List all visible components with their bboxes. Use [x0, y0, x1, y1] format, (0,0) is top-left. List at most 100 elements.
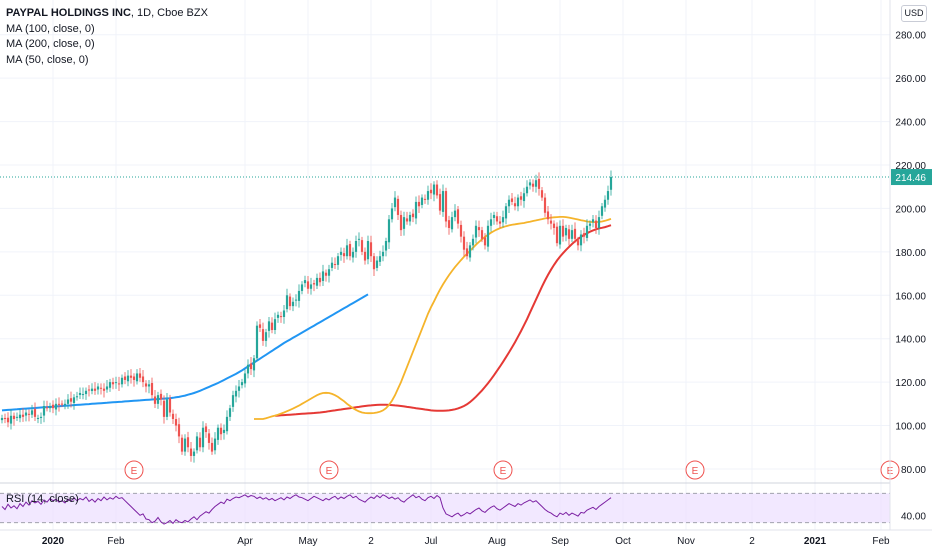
- ma200-line: [1, 293, 369, 412]
- candle-body: [609, 177, 613, 190]
- candle-body: [459, 224, 463, 237]
- candle: [588, 220, 592, 230]
- candle: [216, 424, 220, 445]
- ma50-legend[interactable]: MA (50, close, 0): [6, 53, 89, 66]
- candle: [264, 328, 268, 347]
- candle-body: [399, 214, 403, 231]
- candle: [273, 312, 277, 335]
- candle: [363, 247, 367, 265]
- time-tick-label: Feb: [107, 536, 125, 547]
- candle: [549, 214, 553, 230]
- candle: [294, 294, 298, 307]
- candle: [471, 234, 475, 251]
- candle: [333, 257, 337, 270]
- price-tick-label: 260.00: [895, 74, 926, 85]
- candle: [606, 185, 610, 205]
- candle: [42, 400, 46, 423]
- candle-body: [270, 322, 274, 331]
- candle: [3, 413, 7, 424]
- candle-body: [285, 295, 289, 310]
- symbol-title[interactable]: PAYPAL HOLDINGS INC, 1D, Cboe BZX: [6, 6, 208, 22]
- candle-body: [192, 451, 196, 456]
- candle-body: [75, 396, 79, 398]
- candle-body: [198, 437, 202, 448]
- candle: [195, 432, 199, 454]
- candle: [357, 232, 361, 247]
- candle-body: [63, 403, 67, 406]
- candle-body: [291, 301, 295, 307]
- candle-body: [528, 182, 532, 186]
- candle-body: [384, 241, 388, 251]
- candle: [27, 409, 31, 422]
- candle: [366, 235, 370, 265]
- candle: [255, 321, 259, 362]
- rsi-legend[interactable]: RSI (14, close): [6, 493, 79, 505]
- candle: [594, 215, 598, 234]
- candle: [138, 368, 142, 382]
- candle: [129, 369, 133, 384]
- candle: [369, 235, 373, 263]
- candle: [387, 214, 391, 250]
- candle-body: [549, 220, 553, 224]
- candle-body: [15, 416, 19, 418]
- candle: [528, 179, 532, 190]
- candle-body: [426, 191, 430, 200]
- candle-body: [432, 184, 436, 195]
- candle-body: [195, 436, 199, 451]
- candle-body: [9, 415, 13, 424]
- candle-body: [21, 414, 25, 417]
- candle-body: [24, 412, 28, 416]
- candle-body: [564, 227, 568, 236]
- candle: [408, 211, 412, 226]
- candle: [81, 387, 85, 400]
- candle-body: [306, 281, 310, 289]
- time-axis[interactable]: 2020 Feb Apr May 2 Jul Aug Sep Oct Nov 2 2021 Feb: [0, 529, 932, 547]
- candle: [180, 434, 184, 455]
- candle: [9, 409, 13, 430]
- candle-body: [474, 225, 478, 238]
- candle-body: [39, 416, 43, 418]
- candle-body: [342, 253, 346, 257]
- candle: [249, 356, 253, 375]
- candle-body: [318, 277, 322, 283]
- candle-body: [222, 429, 226, 433]
- candle: [489, 212, 493, 232]
- candle-body: [573, 228, 577, 239]
- candle: [495, 211, 499, 225]
- candle-body: [252, 358, 256, 371]
- candle: [402, 211, 406, 236]
- candle: [258, 318, 262, 332]
- candle: [507, 195, 511, 213]
- candle-body: [126, 375, 130, 382]
- earnings-marker: E: [124, 460, 144, 480]
- price-axis[interactable]: 80.00 100.00 120.00 140.00 160.00 180.00 200.0…: [0, 0, 932, 530]
- candle: [159, 389, 163, 406]
- candle: [414, 196, 418, 225]
- ma100-legend[interactable]: MA (100, close, 0): [6, 22, 95, 35]
- rsi-pane: [0, 482, 890, 525]
- candle: [309, 277, 313, 295]
- moving-average-lines: [1, 215, 612, 420]
- candle-body: [243, 373, 247, 384]
- candle-body: [117, 383, 121, 385]
- candle-body: [417, 201, 421, 207]
- candle: [267, 316, 271, 338]
- earnings-markers[interactable]: EEEEE: [124, 460, 900, 480]
- candle: [324, 269, 328, 282]
- candle: [60, 400, 64, 408]
- candle-body: [42, 406, 46, 416]
- candle: [165, 392, 169, 421]
- candle: [432, 181, 436, 202]
- candle: [501, 210, 505, 228]
- ma200-legend[interactable]: MA (200, close, 0): [6, 38, 95, 50]
- price-tick-label: 280.00: [895, 31, 926, 42]
- candle-body: [321, 271, 325, 281]
- candle-body: [588, 223, 592, 226]
- candle: [345, 238, 349, 260]
- currency-badge[interactable]: USD: [901, 5, 927, 22]
- candle-body: [378, 256, 382, 262]
- candle: [105, 379, 109, 393]
- candle-body: [591, 219, 595, 223]
- candle: [288, 293, 292, 311]
